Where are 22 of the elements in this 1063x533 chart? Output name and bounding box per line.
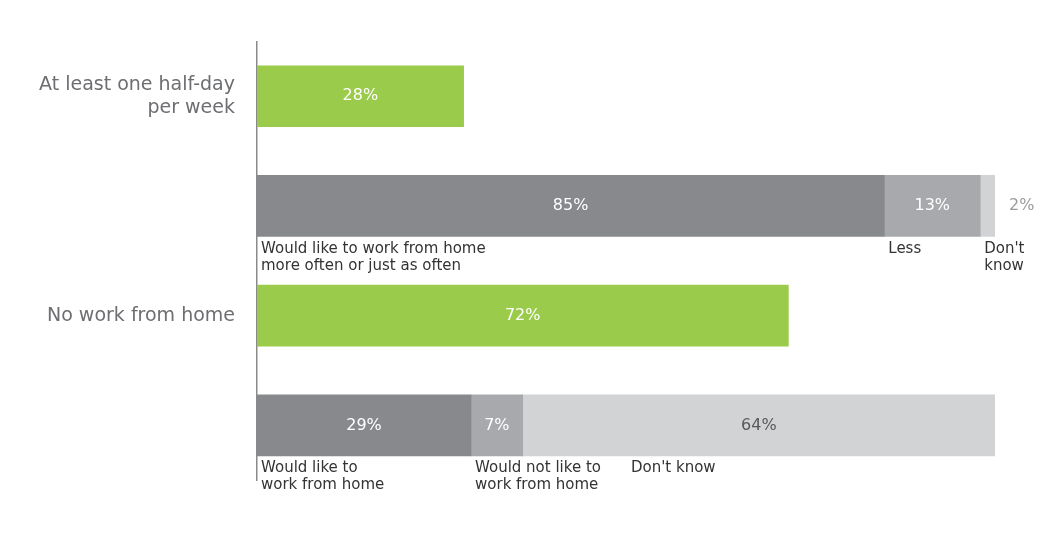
data-label: 28% (342, 85, 379, 105)
data-label: 2% (1009, 195, 1035, 215)
data-label: 7% (484, 414, 510, 434)
bar (979, 175, 995, 237)
y-tick-label: At least one half-day per week (39, 71, 235, 117)
data-label: 64% (741, 414, 777, 434)
annotation: Would like to work from home (261, 458, 385, 494)
data-label: 72% (504, 304, 541, 324)
annotation: Would like to work from home more often or just as often (261, 238, 486, 274)
bar (883, 175, 981, 237)
bar (470, 394, 524, 457)
bar (257, 284, 789, 347)
data-label: 29% (346, 414, 382, 434)
annotation: Less (888, 238, 922, 257)
annotation: Don't know (630, 458, 716, 477)
data-label: 85% (552, 195, 589, 215)
data-label: 13% (914, 195, 951, 215)
bar (257, 65, 464, 128)
bar (522, 394, 995, 457)
annotation: Don't know (984, 238, 1025, 274)
y-tick-label: No work from home (46, 302, 235, 325)
annotation: Would not like to work from home (475, 458, 601, 494)
